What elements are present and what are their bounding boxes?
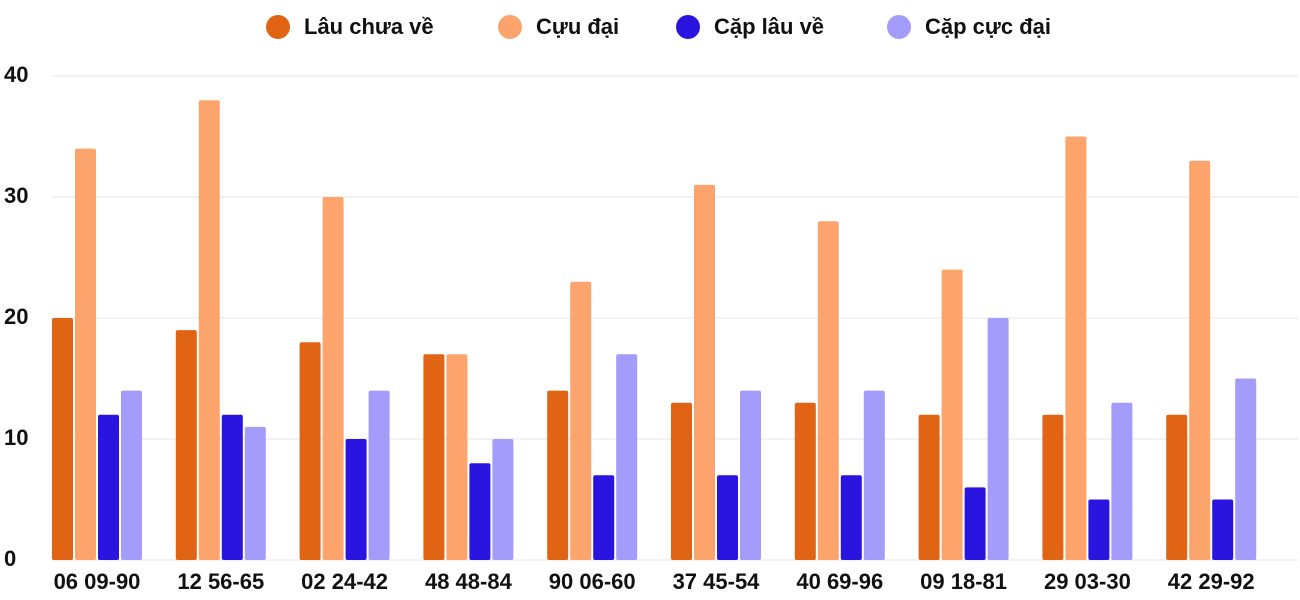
x-tick-label: 37 45-54 bbox=[673, 569, 761, 594]
x-tick-label: 02 24-42 bbox=[301, 569, 388, 594]
bar bbox=[121, 390, 142, 560]
bar bbox=[717, 475, 738, 560]
y-tick-label: 20 bbox=[4, 304, 28, 329]
bar bbox=[1166, 414, 1188, 560]
bar bbox=[368, 390, 390, 560]
legend-label: Cặp cực đại bbox=[925, 14, 1051, 39]
bar bbox=[1212, 499, 1234, 560]
bar bbox=[694, 184, 715, 560]
bar bbox=[423, 354, 445, 560]
bar bbox=[175, 330, 197, 560]
legend-marker bbox=[887, 15, 911, 39]
bar bbox=[987, 318, 1009, 560]
x-tick-label: 09 18-81 bbox=[920, 569, 1007, 594]
bar bbox=[1235, 378, 1257, 560]
legend-marker bbox=[498, 15, 522, 39]
y-tick-label: 30 bbox=[4, 183, 28, 208]
bar bbox=[593, 475, 615, 560]
bar bbox=[446, 354, 468, 560]
bar bbox=[198, 100, 220, 560]
bar bbox=[817, 221, 839, 560]
bar bbox=[299, 342, 321, 560]
bar bbox=[221, 414, 243, 560]
bar bbox=[918, 414, 940, 560]
bar bbox=[794, 402, 816, 560]
bar bbox=[345, 439, 367, 560]
bar bbox=[863, 390, 885, 560]
x-tick-label: 29 03-30 bbox=[1044, 569, 1131, 594]
bar bbox=[75, 148, 96, 560]
bar bbox=[964, 487, 986, 560]
x-tick-label: 48 48-84 bbox=[425, 569, 513, 594]
bar bbox=[322, 197, 344, 560]
legend-marker bbox=[266, 15, 290, 39]
bar bbox=[570, 281, 592, 560]
bar bbox=[244, 426, 266, 560]
bar bbox=[98, 414, 119, 560]
x-tick-label: 06 09-90 bbox=[54, 569, 141, 594]
bar bbox=[492, 439, 514, 560]
bar bbox=[469, 463, 491, 560]
bar bbox=[52, 318, 73, 560]
x-tick-label: 40 69-96 bbox=[796, 569, 883, 594]
legend-label: Cặp lâu về bbox=[714, 14, 824, 39]
x-tick-label: 90 06-60 bbox=[549, 569, 636, 594]
y-tick-label: 10 bbox=[4, 425, 28, 450]
bar bbox=[1111, 402, 1133, 560]
bar bbox=[547, 390, 569, 560]
bar bbox=[671, 402, 692, 560]
legend-label: Lâu chưa về bbox=[304, 14, 434, 39]
bar bbox=[1088, 499, 1110, 560]
bar bbox=[1042, 414, 1064, 560]
legend-marker bbox=[676, 15, 700, 39]
bar bbox=[1189, 160, 1211, 560]
bar bbox=[941, 269, 963, 560]
x-tick-label: 42 29-92 bbox=[1168, 569, 1255, 594]
bar bbox=[840, 475, 862, 560]
bar bbox=[1065, 136, 1087, 560]
x-tick-label: 12 56-65 bbox=[177, 569, 264, 594]
bar bbox=[740, 390, 761, 560]
legend-label: Cựu đại bbox=[536, 14, 619, 39]
y-tick-label: 0 bbox=[4, 546, 16, 571]
bar bbox=[616, 354, 638, 560]
y-tick-label: 40 bbox=[4, 62, 28, 87]
